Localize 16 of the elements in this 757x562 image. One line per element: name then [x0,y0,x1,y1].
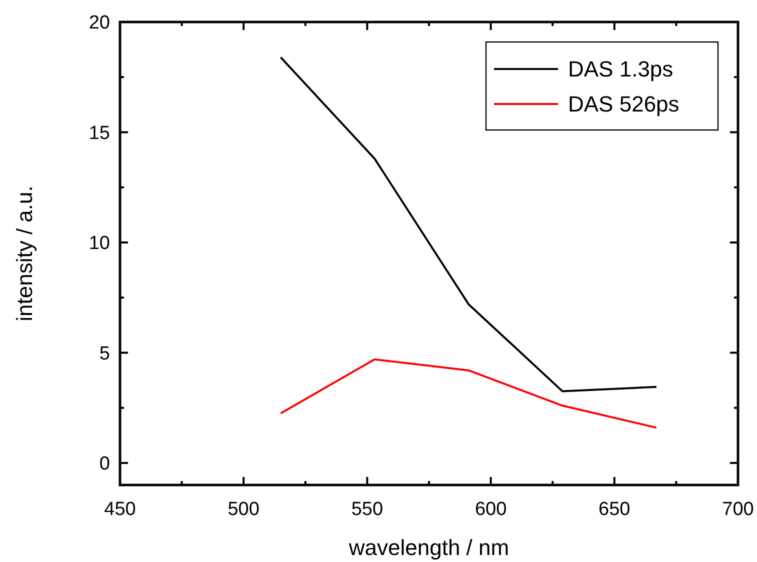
legend-label: DAS 526ps [568,92,680,117]
x-tick-label: 700 [722,499,754,520]
y-tick-label: 10 [88,233,110,254]
legend-label: DAS 1.3ps [568,56,674,82]
x-tick-label: 550 [351,499,384,520]
x-tick-label: 650 [598,499,630,520]
x-tick-label: 500 [228,499,260,520]
y-tick-label: 20 [88,12,110,34]
line-series [280,358,658,429]
y-tick-label: 5 [99,343,110,364]
x-axis-title: wavelength / nm [348,535,510,560]
x-tick-label: 600 [474,499,507,520]
y-axis-title: intensity / a.u. [12,186,37,322]
x-tick-label: 450 [104,499,136,520]
y-tick-label: 0 [99,454,110,475]
y-tick-label: 15 [88,122,110,144]
